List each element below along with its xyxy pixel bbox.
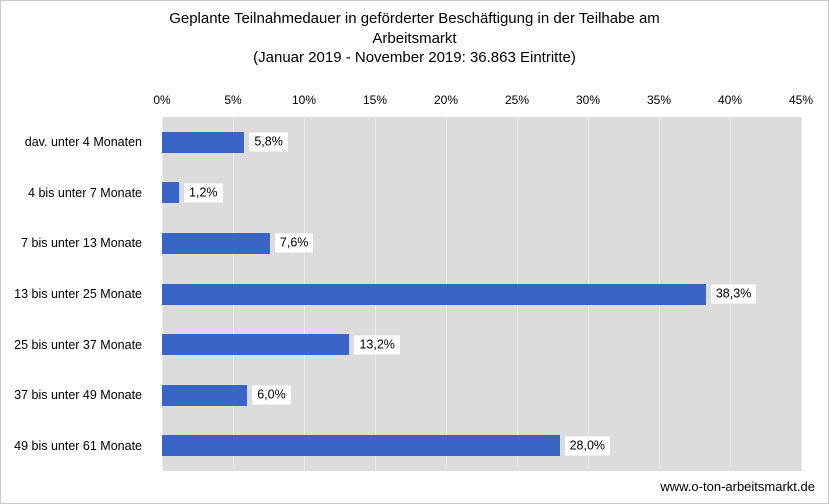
bar-value-label: 28,0% [564,436,611,456]
category-label: 25 bis unter 37 Monate [14,337,142,352]
x-axis-tick-label: 45% [788,93,814,107]
chart-title: Geplante Teilnahmedauer in geförderter B… [1,9,828,68]
bar-value-label: 7,6% [274,233,314,253]
x-axis-tick-labels: 0% 5% 10% 15% 20% 25% 30% 35% 40% 45% [153,93,813,109]
plot-area: 5,8% 1,2% 7,6% 38,3% 13,2% 6,0% 28,0% [162,117,802,471]
x-axis-tick-label: 25% [504,93,530,107]
bar-value-label: 5,8% [249,132,288,152]
category-label: 7 bis unter 13 Monate [21,236,142,251]
bar [162,182,180,204]
bar-value-label: 6,0% [252,385,291,405]
x-axis-tick-label: 20% [433,93,459,107]
x-axis-tick-label: 10% [291,93,317,107]
bar-value-label: 1,2% [184,183,223,203]
x-axis-tick-label: 15% [362,93,388,107]
bar-value-label: 38,3% [710,284,757,304]
chart-title-line-2: Arbeitsmarkt [372,29,457,47]
x-axis-tick-label: 0% [153,93,171,107]
category-label: 4 bis unter 7 Monate [28,185,142,200]
source-watermark: www.o-ton-arbeitsmarkt.de [660,479,815,494]
bar-value-label: 13,2% [354,335,400,355]
chart-title-line-1: Geplante Teilnahmedauer in geförderter B… [169,10,660,27]
bar [162,232,270,254]
chart-subtitle: (Januar 2019 - November 2019: 36.863 Ein… [253,49,576,66]
category-label: 49 bis unter 61 Monate [14,438,142,453]
bar [162,283,706,305]
y-axis-category-labels: dav. unter 4 Monaten 4 bis unter 7 Monate… [1,117,152,471]
category-label: dav. unter 4 Monaten [24,135,142,150]
bar [162,435,560,457]
x-axis-tick-label: 5% [224,93,242,107]
x-axis-tick-label: 30% [575,93,601,107]
bar [162,384,248,406]
bar [162,131,245,153]
bar [162,334,350,356]
x-axis-tick-label: 35% [646,93,672,107]
gridline [801,117,802,471]
category-label: 13 bis unter 25 Monate [14,287,142,301]
category-label: 37 bis unter 49 Monate [14,388,142,403]
x-axis-tick-label: 40% [717,93,743,107]
